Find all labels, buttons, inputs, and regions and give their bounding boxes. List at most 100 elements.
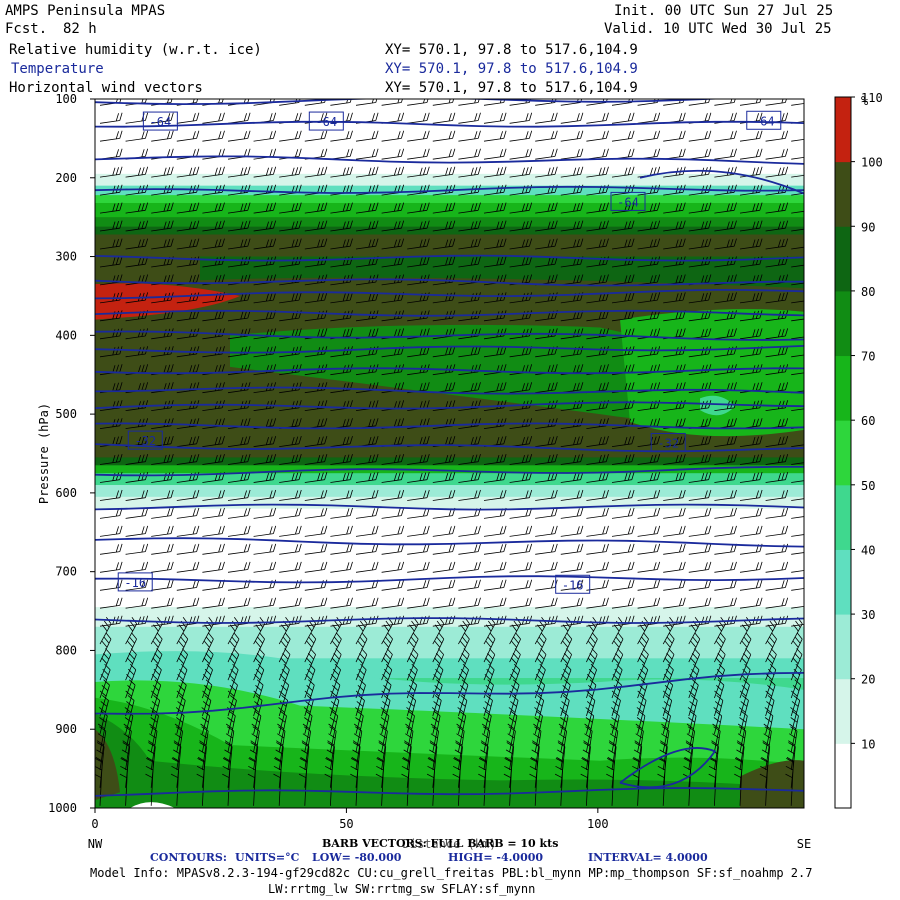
wind-barb	[765, 184, 789, 196]
wind-barb	[279, 543, 302, 555]
wind-barb	[278, 679, 290, 717]
wind-barb	[585, 695, 596, 734]
x-tick-label: 0	[91, 817, 98, 831]
wind-barb	[586, 617, 598, 645]
wind-barb	[253, 617, 266, 645]
wind-barb	[458, 364, 481, 376]
wind-barb	[586, 561, 609, 573]
wind-barb	[663, 202, 686, 214]
wind-barb	[711, 726, 721, 770]
wind-barb	[176, 579, 200, 591]
wind-barb	[458, 471, 481, 483]
wind-barb	[304, 382, 328, 394]
wind-barb	[407, 543, 430, 555]
temperature-contour	[95, 503, 804, 511]
wind-barb	[432, 346, 456, 358]
wind-barb	[150, 632, 163, 663]
wind-barb	[535, 310, 558, 322]
wind-barb	[586, 597, 609, 609]
wind-barb	[227, 184, 251, 196]
contours-units: UNITS=°C	[235, 851, 300, 864]
wind-barb	[407, 148, 430, 160]
wind-barb	[227, 130, 251, 142]
wind-barb	[611, 679, 622, 717]
wind-barb	[483, 256, 507, 268]
wind-barb	[688, 184, 712, 196]
wind-barb	[99, 453, 123, 465]
wind-barb	[253, 663, 265, 699]
colorbar-tick-label: 90	[861, 220, 875, 234]
wind-barb	[173, 726, 183, 770]
wind-barb	[535, 274, 558, 286]
wind-barb	[586, 679, 597, 717]
wind-barb	[302, 710, 313, 752]
wind-barb	[560, 632, 573, 663]
wind-barb	[407, 256, 430, 268]
wind-barb	[560, 292, 584, 304]
wind-barb	[765, 220, 789, 232]
wind-barb	[151, 615, 174, 627]
wind-barb	[304, 632, 317, 663]
wind-barb	[430, 710, 441, 752]
wind-barb	[560, 579, 584, 591]
wind-barb	[279, 615, 302, 627]
wind-barb	[176, 130, 200, 142]
wind-barb	[687, 695, 698, 734]
wind-barb	[791, 317, 804, 322]
contour-label: -16	[562, 578, 584, 592]
wind-barb	[202, 238, 225, 250]
forecast-value: 82 h	[63, 21, 97, 37]
wind-barb	[686, 710, 697, 752]
wind-barb	[253, 364, 277, 376]
wind-barb	[509, 256, 533, 268]
wind-barb	[688, 130, 712, 142]
wind-barb	[227, 663, 239, 699]
wind-barb	[637, 202, 661, 214]
wind-barb	[227, 400, 251, 411]
wind-barb	[202, 166, 225, 178]
wind-barb	[739, 148, 763, 160]
wind-barb	[432, 130, 456, 142]
wind-barb	[355, 561, 379, 573]
wind-barb	[663, 435, 686, 447]
wind-barb	[202, 292, 225, 304]
wind-barb	[253, 471, 277, 483]
wind-barb	[458, 615, 481, 627]
wind-barb	[765, 400, 789, 411]
colorbar-tick-label: 50	[861, 479, 875, 493]
wind-barb	[483, 648, 496, 681]
wind-barb	[509, 130, 533, 142]
wind-barb	[304, 507, 328, 519]
wind-barb	[202, 632, 214, 663]
wind-barb	[151, 435, 174, 447]
wind-barb	[304, 292, 328, 304]
wind-barb	[407, 525, 430, 537]
wind-barb	[151, 525, 174, 537]
wind-barb	[227, 202, 251, 214]
wind-barb	[560, 166, 584, 178]
wind-barb	[535, 597, 558, 609]
wind-barb	[227, 489, 251, 501]
field-xy-temperature: XY= 570.1, 97.8 to 517.6,104.9	[385, 61, 638, 77]
wind-barb	[791, 156, 804, 160]
wind-barb	[277, 710, 287, 752]
wind-barb	[355, 679, 366, 717]
wind-barb	[407, 130, 430, 142]
wind-barb	[279, 435, 302, 447]
wind-barb	[176, 632, 189, 663]
colorbar-swatch	[835, 484, 851, 550]
wind-barb	[125, 615, 149, 627]
wind-barb	[202, 130, 225, 142]
wind-barb	[355, 471, 379, 483]
wind-barb	[765, 453, 789, 465]
wind-barb	[714, 453, 737, 465]
wind-barb	[227, 382, 251, 394]
rh-band	[95, 508, 804, 608]
wind-barb	[99, 184, 123, 196]
wind-barb	[714, 525, 737, 537]
wind-barb	[381, 202, 405, 214]
wind-barb	[125, 561, 149, 573]
wind-barb	[535, 489, 558, 501]
wind-barb	[432, 489, 456, 501]
wind-barb	[791, 191, 804, 196]
